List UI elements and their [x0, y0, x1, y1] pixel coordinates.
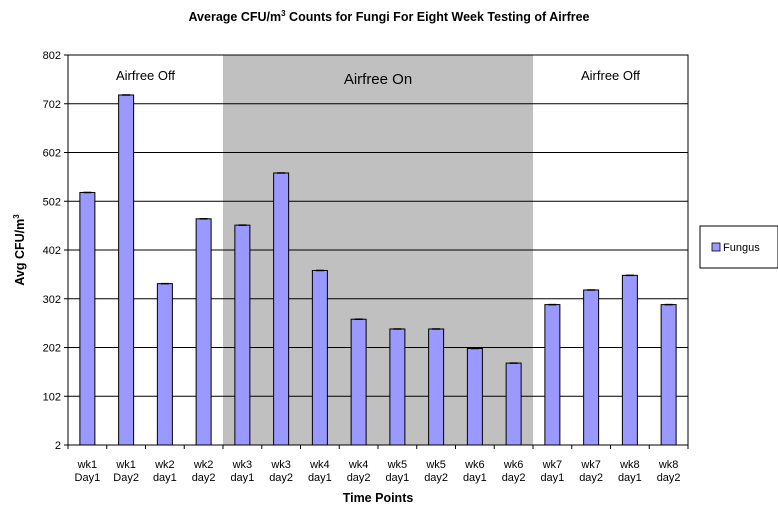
- x-tick-label-day: day1: [230, 472, 254, 484]
- x-tick-label-day: day2: [579, 472, 603, 484]
- y-tick-label: 402: [43, 245, 61, 257]
- bar: [660, 304, 677, 446]
- x-tick-label-day: Day2: [113, 472, 139, 484]
- y-axis-label-main: Avg CFU/m: [13, 219, 27, 286]
- x-tick-label-day: day1: [618, 472, 642, 484]
- bar: [544, 304, 561, 446]
- chart-title: Average CFU/m3 Counts for Fungi For Eigh…: [188, 9, 589, 24]
- x-tick-label-week: wk3: [232, 459, 253, 471]
- bar: [234, 224, 251, 446]
- x-tick-label-week: wk4: [309, 459, 330, 471]
- x-tick-label-week: wk2: [193, 459, 214, 471]
- legend-swatch: [711, 242, 721, 252]
- x-tick-label-day: day1: [153, 472, 177, 484]
- x-tick-label-day: day2: [347, 472, 371, 484]
- y-axis-label: Avg CFU/m3: [12, 214, 27, 286]
- y-tick-label: 102: [43, 391, 61, 403]
- bar: [118, 94, 135, 446]
- x-tick-label-week: wk7: [542, 459, 563, 471]
- x-tick-label-day: day1: [540, 472, 564, 484]
- bar: [621, 274, 638, 446]
- legend: Fungus: [699, 225, 778, 269]
- bar: [273, 172, 290, 446]
- x-tick-label-day: day2: [657, 472, 681, 484]
- bar: [583, 289, 600, 446]
- x-tick-label-day: day2: [502, 472, 526, 484]
- x-tick-label-week: wk7: [580, 459, 601, 471]
- y-tick-label: 202: [43, 343, 61, 355]
- x-axis-label: Time Points: [343, 491, 414, 505]
- chart-title-sup: 3: [281, 9, 286, 18]
- x-tick-label-week: wk2: [154, 459, 175, 471]
- bar: [389, 328, 406, 446]
- x-tick-label-day: Day1: [75, 472, 101, 484]
- region-label: Airfree On: [344, 71, 412, 88]
- bar: [466, 347, 483, 446]
- x-tick-label-day: day1: [463, 472, 487, 484]
- region-label: Airfree Off: [581, 68, 640, 83]
- y-tick-label: 802: [43, 50, 61, 62]
- x-tick-label-day: day2: [192, 472, 216, 484]
- legend-box: [699, 225, 778, 269]
- bar: [79, 191, 96, 446]
- y-tick-label: 2: [55, 440, 61, 452]
- bar: [311, 269, 328, 446]
- x-tick-label-week: wk5: [387, 459, 408, 471]
- x-tick-label-week: wk1: [77, 459, 98, 471]
- x-tick-label-day: day1: [385, 472, 409, 484]
- bar: [156, 283, 173, 446]
- y-tick-label: 602: [43, 148, 61, 160]
- plot-area: 2 102 202 302 402 502 602 702 802 Airfree Off Airf…: [43, 50, 689, 484]
- x-tick-label-week: wk1: [115, 459, 136, 471]
- x-tick-label-week: wk3: [270, 459, 291, 471]
- x-tick-label-week: wk6: [464, 459, 485, 471]
- x-tick-label-day: day2: [424, 472, 448, 484]
- x-tick-label-week: wk4: [348, 459, 369, 471]
- x-tick-label-week: wk8: [658, 459, 679, 471]
- bar: [505, 362, 522, 446]
- y-tick-label: 302: [43, 294, 61, 306]
- x-tick-label-day: day2: [269, 472, 293, 484]
- bar: [350, 318, 367, 446]
- x-tick-label-week: wk5: [425, 459, 446, 471]
- y-axis-label-sup: 3: [12, 214, 21, 219]
- x-tick-label-week: wk6: [503, 459, 524, 471]
- legend-label: Fungus: [723, 242, 760, 254]
- chart-title-main: Average CFU/m: [188, 10, 281, 24]
- y-tick-label: 702: [43, 99, 61, 111]
- bar: [195, 218, 212, 446]
- bar: [428, 328, 445, 446]
- chart-title-rest: Counts for Fungi For Eight Week Testing …: [286, 10, 590, 24]
- y-tick-label: 502: [43, 196, 61, 208]
- x-tick-label-week: wk8: [619, 459, 640, 471]
- region-label: Airfree Off: [116, 68, 175, 83]
- x-tick-label-day: day1: [308, 472, 332, 484]
